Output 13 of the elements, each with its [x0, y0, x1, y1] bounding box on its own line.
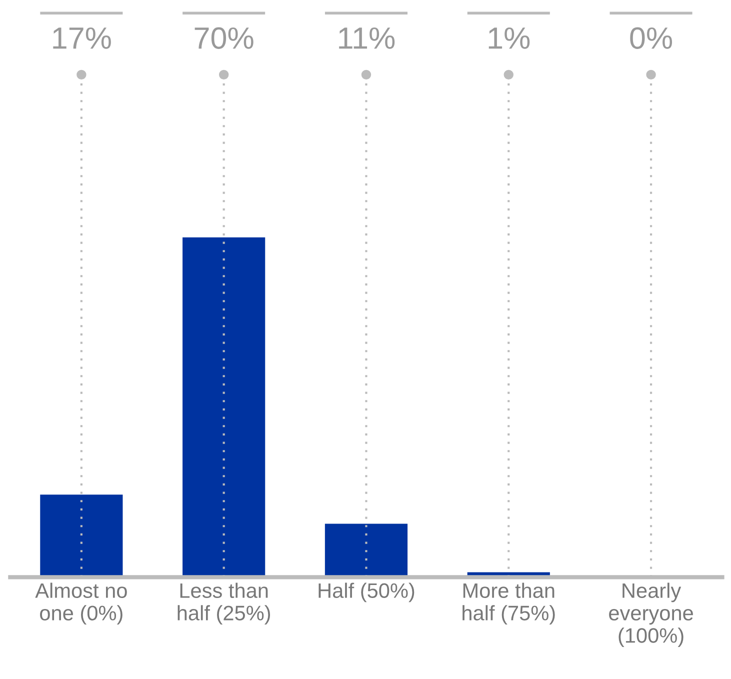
x-tick-label: Nearly everyone (100%)	[609, 582, 693, 647]
x-tick-label: More than half (75%)	[462, 582, 555, 625]
x-tick-label: Less than half (25%)	[178, 582, 270, 625]
data-label: 0%	[630, 27, 672, 49]
bar	[324, 524, 408, 578]
x-tick-label: Almost no one (0%)	[35, 582, 127, 625]
data-label: 11%	[339, 27, 395, 49]
data-label: 1%	[488, 27, 530, 49]
data-label: 70%	[194, 27, 254, 49]
bar	[40, 494, 123, 578]
data-label: 17%	[53, 27, 111, 49]
x-tick-label: Half (50%)	[318, 582, 414, 602]
bar	[182, 237, 266, 578]
